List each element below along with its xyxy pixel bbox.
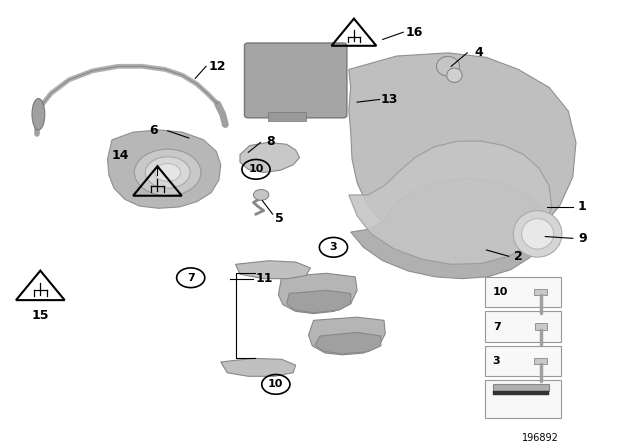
Polygon shape bbox=[221, 358, 296, 376]
Text: 10: 10 bbox=[248, 164, 264, 174]
Text: 11: 11 bbox=[255, 272, 273, 285]
Text: 9: 9 bbox=[578, 232, 587, 245]
Text: 8: 8 bbox=[266, 134, 275, 148]
Ellipse shape bbox=[134, 149, 201, 196]
Polygon shape bbox=[278, 273, 357, 314]
Text: 5: 5 bbox=[275, 212, 284, 225]
Bar bbox=[485, 380, 561, 418]
Polygon shape bbox=[108, 130, 221, 208]
Ellipse shape bbox=[513, 211, 562, 257]
Text: 1: 1 bbox=[578, 200, 587, 214]
Polygon shape bbox=[493, 384, 549, 391]
Bar bbox=[534, 358, 547, 364]
Bar bbox=[485, 346, 561, 376]
Text: 6: 6 bbox=[149, 124, 158, 138]
Text: 10: 10 bbox=[493, 287, 508, 297]
Ellipse shape bbox=[32, 99, 45, 130]
Polygon shape bbox=[240, 142, 300, 172]
Polygon shape bbox=[308, 317, 385, 355]
Text: 15: 15 bbox=[31, 309, 49, 323]
FancyBboxPatch shape bbox=[244, 43, 347, 118]
Ellipse shape bbox=[522, 219, 554, 249]
Text: 3: 3 bbox=[493, 356, 500, 366]
Text: 7: 7 bbox=[187, 273, 195, 283]
Text: 7: 7 bbox=[493, 322, 500, 332]
Bar bbox=[493, 391, 549, 395]
Polygon shape bbox=[349, 53, 576, 250]
Text: 2: 2 bbox=[514, 250, 523, 263]
Polygon shape bbox=[236, 261, 310, 279]
Polygon shape bbox=[315, 332, 381, 354]
Text: 13: 13 bbox=[380, 93, 398, 106]
Ellipse shape bbox=[436, 56, 460, 76]
Bar bbox=[534, 289, 547, 295]
Polygon shape bbox=[287, 290, 351, 313]
Ellipse shape bbox=[155, 164, 180, 181]
Ellipse shape bbox=[253, 190, 269, 200]
Polygon shape bbox=[351, 178, 547, 279]
Bar bbox=[485, 311, 561, 342]
Bar bbox=[535, 323, 547, 330]
Ellipse shape bbox=[145, 157, 190, 188]
Polygon shape bbox=[349, 141, 552, 264]
Text: 12: 12 bbox=[209, 60, 227, 73]
Bar bbox=[268, 112, 306, 121]
Text: 3: 3 bbox=[330, 242, 337, 252]
Text: 16: 16 bbox=[406, 26, 424, 39]
Text: 4: 4 bbox=[474, 46, 483, 60]
Text: 196892: 196892 bbox=[522, 433, 559, 443]
Text: 10: 10 bbox=[268, 379, 284, 389]
Text: 14: 14 bbox=[111, 149, 129, 163]
Ellipse shape bbox=[447, 68, 462, 82]
Bar bbox=[485, 277, 561, 307]
